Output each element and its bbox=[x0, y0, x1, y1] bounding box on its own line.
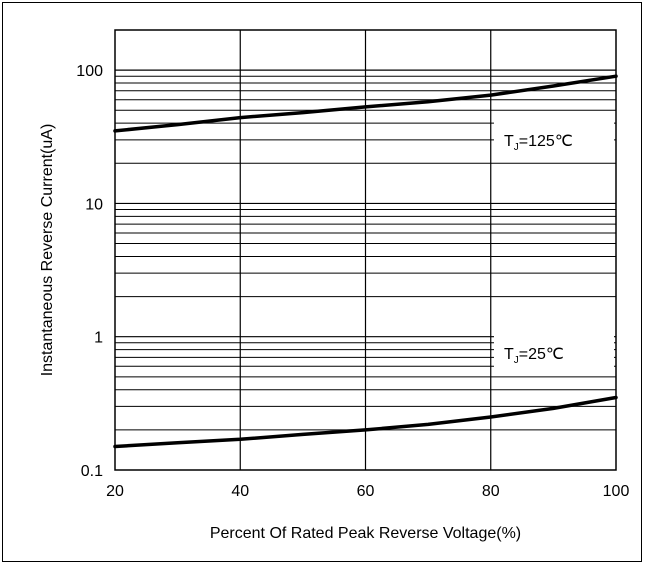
annotation-label-tj-125: TJ=125℃ bbox=[504, 133, 573, 153]
y-tick-label: 100 bbox=[76, 63, 103, 80]
annotation-bg-tj-25 bbox=[494, 334, 614, 368]
x-tick-label: 80 bbox=[482, 483, 500, 500]
plot-border bbox=[114, 29, 617, 471]
x-tick-label: 40 bbox=[231, 483, 249, 500]
annotation-bg-tj-125 bbox=[494, 121, 614, 155]
x-tick-label: 60 bbox=[357, 483, 375, 500]
y-tick-label: 0.1 bbox=[81, 463, 103, 480]
y-tick-label: 10 bbox=[85, 196, 103, 213]
series-line-tj-125 bbox=[113, 74, 618, 133]
y-axis-label: Instantaneous Reverse Current(uA) bbox=[39, 124, 56, 377]
x-tick-label: 100 bbox=[603, 483, 630, 500]
x-tick-label: 20 bbox=[106, 483, 124, 500]
x-axis-label: Percent Of Rated Peak Reverse Voltage(%) bbox=[210, 525, 521, 542]
series-lines bbox=[113, 74, 618, 449]
y-tick-label: 1 bbox=[94, 330, 103, 347]
y-tick-labels: 0.1 1 10 100 bbox=[76, 63, 103, 480]
series-line-tj-25 bbox=[113, 395, 618, 449]
annotation-label-tj-25: TJ=25℃ bbox=[504, 346, 564, 366]
x-tick-labels: 20 40 60 80 100 bbox=[106, 483, 629, 500]
major-gridlines bbox=[115, 30, 616, 470]
series-annotations: TJ=125℃ TJ=25℃ bbox=[494, 121, 614, 368]
